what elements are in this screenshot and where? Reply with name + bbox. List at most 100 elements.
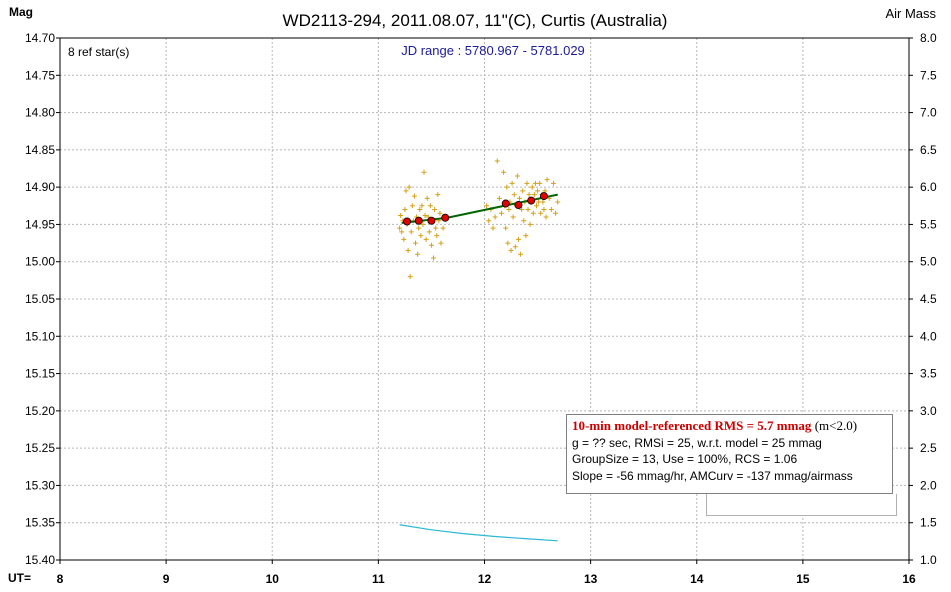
raw-data-point	[553, 210, 559, 216]
airmass-tick-label: 6.0	[920, 180, 937, 194]
raw-data-point	[411, 193, 417, 199]
airmass-tick-label: 7.5	[920, 68, 937, 82]
raw-data-point	[530, 210, 536, 216]
airmass-tick-label: 3.5	[920, 367, 937, 381]
raw-data-point	[541, 207, 547, 213]
raw-data-point	[523, 233, 529, 239]
rms-value: 10-min model-referenced RMS = 5.7 mmag	[572, 418, 812, 433]
raw-data-point	[537, 180, 543, 186]
raw-data-point	[521, 218, 527, 224]
raw-data-point	[536, 199, 542, 205]
raw-data-point	[510, 214, 516, 220]
raw-data-point	[438, 240, 444, 246]
raw-data-point	[416, 225, 422, 231]
stats-line-2: g = ?? sec, RMSi = 25, w.r.t. model = 25…	[572, 435, 822, 450]
raw-data-point	[540, 199, 546, 205]
mag-tick-label: 14.70	[25, 31, 55, 45]
rms-condition: (m<2.0)	[811, 418, 858, 433]
raw-data-point	[398, 212, 404, 218]
ref-stars-label: 8 ref star(s)	[68, 45, 129, 59]
airmass-tick-label: 2.5	[920, 441, 937, 455]
raw-data-point	[543, 214, 549, 220]
binned-mean-point	[514, 201, 523, 210]
raw-data-point	[428, 242, 434, 248]
x-tick-label: 10	[266, 572, 280, 586]
raw-data-point	[514, 173, 520, 179]
raw-data-point	[421, 169, 427, 175]
raw-data-point	[484, 203, 490, 209]
raw-data-point	[511, 192, 517, 198]
raw-data-point	[490, 225, 496, 231]
mag-tick-label: 14.80	[25, 106, 55, 120]
raw-data-point	[435, 192, 441, 198]
raw-data-point	[535, 188, 541, 194]
raw-data-point	[427, 203, 433, 209]
mag-tick-label: 15.15	[25, 367, 55, 381]
mag-tick-label: 14.75	[25, 68, 55, 82]
raw-data-point	[527, 221, 533, 227]
x-tick-label: 8	[57, 572, 64, 586]
raw-data-point	[544, 177, 550, 183]
rms-line: 10-min model-referenced RMS = 5.7 mmag (…	[572, 418, 887, 435]
x-tick-label: 14	[690, 572, 704, 586]
airmass-tick-label: 2.0	[920, 478, 937, 492]
raw-data-point	[515, 236, 521, 242]
mag-tick-label: 15.30	[25, 478, 55, 492]
raw-data-point	[423, 236, 429, 242]
binned-mean-point	[441, 213, 450, 222]
x-tick-label: 9	[163, 572, 170, 586]
binned-mean-point	[414, 216, 423, 225]
mag-tick-label: 14.85	[25, 143, 55, 157]
raw-data-point	[437, 210, 443, 216]
mag-tick-label: 15.05	[25, 292, 55, 306]
raw-data-point	[417, 207, 423, 213]
raw-data-point	[504, 184, 510, 190]
mag-tick-label: 15.20	[25, 404, 55, 418]
raw-data-point	[434, 233, 440, 239]
x-tick-label: 11	[372, 572, 385, 586]
raw-data-point	[397, 225, 403, 231]
mag-tick-label: 15.10	[25, 329, 55, 343]
left-axis-label: Mag	[9, 5, 33, 19]
raw-data-point	[503, 225, 509, 231]
raw-data-point	[420, 221, 426, 227]
raw-data-point	[492, 214, 498, 220]
raw-data-point	[506, 207, 512, 213]
airmass-tick-label: 4.5	[920, 292, 937, 306]
raw-data-point	[512, 244, 518, 250]
raw-data-point	[550, 180, 556, 186]
raw-data-point	[524, 180, 530, 186]
raw-data-point	[520, 188, 526, 194]
x-tick-label: 12	[478, 572, 492, 586]
airmass-tick-label: 7.0	[920, 106, 937, 120]
raw-data-point	[538, 210, 544, 216]
raw-data-point	[399, 229, 405, 235]
right-axis-label: Air Mass	[885, 6, 936, 21]
airmass-tick-label: 5.5	[920, 217, 937, 231]
x-tick-label: 13	[584, 572, 598, 586]
raw-data-point	[405, 248, 411, 254]
airmass-tick-label: 3.0	[920, 404, 937, 418]
raw-data-point	[486, 218, 492, 224]
raw-data-point	[403, 188, 409, 194]
raw-data-point	[419, 203, 425, 209]
stats-line-3: GroupSize = 13, Use = 100%, RCS = 1.06	[572, 452, 798, 466]
airmass-tick-label: 1.0	[920, 553, 937, 567]
raw-data-point	[518, 251, 524, 257]
raw-data-point	[534, 203, 540, 209]
raw-data-point	[408, 229, 414, 235]
x-tick-label: 16	[902, 572, 916, 586]
binned-mean-point	[539, 192, 548, 201]
airmass-tick-label: 8.0	[920, 31, 937, 45]
raw-data-point	[401, 236, 407, 242]
mag-tick-label: 15.35	[25, 516, 55, 530]
raw-data-point	[424, 195, 430, 201]
raw-data-point	[501, 169, 507, 175]
raw-data-point	[505, 240, 511, 246]
stats-line-4: Slope = -56 mmag/hr, AMCurv = -137 mmag/…	[572, 468, 853, 483]
raw-data-point	[526, 192, 532, 198]
data-series	[397, 158, 561, 542]
raw-data-point	[402, 207, 408, 213]
raw-data-point	[409, 203, 415, 209]
axis-ticks: 8 9 10 11 12 13 14 15 16 14.70 14.75 14.80 14.85 14.9…	[25, 31, 937, 586]
